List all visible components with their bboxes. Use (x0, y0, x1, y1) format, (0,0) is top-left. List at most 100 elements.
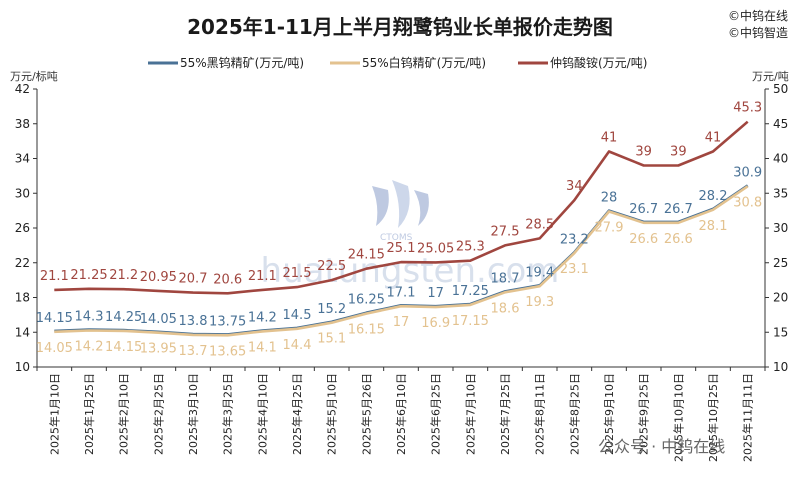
data-label-black-tungsten: 18.7 (491, 271, 520, 286)
legend-label-apt: 仲钨酸铵(万元/吨) (550, 55, 647, 70)
left-axis-unit: 万元/标吨 (10, 69, 58, 83)
left-tick-label: 26 (15, 221, 30, 235)
left-tick-label: 30 (15, 186, 30, 200)
data-label-white-tungsten: 13.7 (179, 344, 208, 359)
data-label-black-tungsten: 14.3 (75, 310, 104, 325)
data-label-white-tungsten: 16.15 (348, 323, 385, 338)
brand-line-2: ©中钨智造 (728, 25, 788, 40)
data-label-white-tungsten: 15.1 (317, 332, 346, 347)
data-label-black-tungsten: 14.25 (105, 310, 142, 325)
data-label-black-tungsten: 16.25 (348, 293, 385, 308)
x-tick-label: 2025年10月25日 (706, 373, 720, 462)
x-tick-label: 2025年2月25日 (151, 373, 165, 455)
data-label-black-tungsten: 14.15 (36, 311, 73, 326)
legend-item-white-tungsten: 55%白钨精矿(万元/吨) (330, 55, 486, 70)
x-tick-label: 2025年9月25日 (637, 373, 651, 455)
right-tick-label: 10 (773, 360, 788, 374)
data-label-black-tungsten: 17.25 (452, 284, 489, 299)
data-label-white-tungsten: 27.9 (595, 220, 624, 235)
data-label-black-tungsten: 14.5 (283, 308, 312, 323)
data-label-black-tungsten: 17.1 (387, 285, 416, 300)
x-tick-label: 2025年4月10日 (255, 373, 269, 455)
data-label-white-tungsten: 14.05 (36, 341, 73, 356)
x-tick-label: 2025年8月11日 (533, 373, 547, 455)
right-tick-label: 20 (773, 291, 788, 305)
legend-label-white-tungsten: 55%白钨精矿(万元/吨) (362, 55, 486, 70)
left-tick-label: 42 (15, 82, 30, 96)
data-label-white-tungsten: 30.8 (733, 195, 762, 210)
data-label-apt: 22.5 (317, 259, 346, 274)
brand-line-1: ©中钨在线 (728, 8, 788, 23)
data-label-black-tungsten: 30.9 (733, 165, 762, 180)
data-label-white-tungsten: 17 (393, 315, 410, 330)
data-label-white-tungsten: 26.6 (629, 232, 658, 247)
data-label-apt: 20.95 (140, 270, 177, 285)
data-label-white-tungsten: 18.6 (491, 301, 520, 316)
data-label-apt: 41 (705, 131, 722, 146)
x-tick-label: 2025年11月11日 (741, 373, 755, 462)
data-label-white-tungsten: 26.6 (664, 232, 693, 247)
x-tick-label: 2025年8月25日 (567, 373, 581, 455)
series-line-white-tungsten (54, 185, 749, 337)
chart-title: 2025年1-11月上半月翔鹭钨业长单报价走势图 (187, 15, 613, 39)
data-label-white-tungsten: 19.3 (525, 295, 554, 310)
data-label-apt: 25.05 (417, 241, 454, 256)
data-label-apt: 21.1 (40, 269, 69, 284)
data-label-apt: 24.15 (348, 248, 385, 263)
data-label-white-tungsten: 13.65 (209, 344, 246, 359)
data-label-black-tungsten: 13.8 (179, 314, 208, 329)
x-tick-label: 2025年2月10日 (117, 373, 131, 455)
right-tick-label: 35 (773, 186, 788, 200)
data-label-apt: 20.7 (179, 272, 208, 287)
right-axis-ticks: 10 15 20 25 30 35 40 45 50 (765, 82, 788, 374)
left-axis-ticks: 10 14 18 22 26 30 34 38 42 (15, 82, 37, 374)
data-label-black-tungsten: 26.7 (664, 202, 693, 217)
legend-label-black-tungsten: 55%黑钨精矿(万元/吨) (180, 55, 304, 70)
x-tick-label: 2025年7月10日 (463, 373, 477, 455)
right-tick-label: 50 (773, 82, 788, 96)
data-label-white-tungsten: 14.4 (283, 338, 312, 353)
data-label-white-tungsten: 14.15 (105, 340, 142, 355)
x-tick-label: 2025年10月10日 (671, 373, 685, 462)
x-tick-label: 2025年9月10日 (602, 373, 616, 455)
data-label-apt: 25.3 (456, 240, 485, 255)
data-label-black-tungsten: 13.75 (209, 314, 246, 329)
series-line-apt (54, 120, 749, 295)
x-tick-label: 2025年3月10日 (186, 373, 200, 455)
right-tick-label: 45 (773, 117, 788, 131)
left-tick-label: 18 (15, 291, 30, 305)
x-tick-label: 2025年1月25日 (82, 373, 96, 455)
legend-item-apt: 仲钨酸铵(万元/吨) (518, 55, 647, 70)
legend-item-black-tungsten: 55%黑钨精矿(万元/吨) (148, 55, 304, 70)
data-label-white-tungsten: 14.1 (248, 340, 277, 355)
data-label-apt: 27.5 (491, 224, 520, 239)
data-label-black-tungsten: 23.2 (560, 232, 589, 247)
series-lines (54, 120, 749, 337)
data-label-apt: 21.1 (248, 269, 277, 284)
data-label-black-tungsten: 14.2 (248, 311, 277, 326)
right-tick-label: 40 (773, 152, 788, 166)
left-tick-label: 10 (15, 360, 30, 374)
data-label-black-tungsten: 17 (427, 286, 444, 301)
x-tick-label: 2025年4月25日 (290, 373, 304, 455)
x-tick-label: 2025年3月25日 (221, 373, 235, 455)
legend: 55%黑钨精矿(万元/吨) 55%白钨精矿(万元/吨) 仲钨酸铵(万元/吨) (148, 55, 647, 70)
data-label-white-tungsten: 17.15 (452, 314, 489, 329)
x-tick-label: 2025年6月10日 (394, 373, 408, 455)
left-tick-label: 22 (15, 256, 30, 270)
data-label-white-tungsten: 13.95 (140, 342, 177, 357)
watermark-logo: CTOMS (372, 180, 429, 243)
data-label-white-tungsten: 14.2 (75, 340, 104, 355)
data-label-white-tungsten: 16.9 (421, 316, 450, 331)
right-tick-label: 15 (773, 325, 788, 339)
data-label-apt: 28.5 (525, 217, 554, 232)
footer-account: 公众号 · 中钨在线 (598, 437, 725, 456)
data-label-black-tungsten: 14.05 (140, 312, 177, 327)
data-label-apt: 20.6 (213, 272, 242, 287)
data-label-white-tungsten: 28.1 (699, 219, 728, 234)
right-tick-label: 30 (773, 221, 788, 235)
data-label-black-tungsten: 15.2 (317, 302, 346, 317)
watermark-logo-text: CTOMS (380, 233, 413, 243)
